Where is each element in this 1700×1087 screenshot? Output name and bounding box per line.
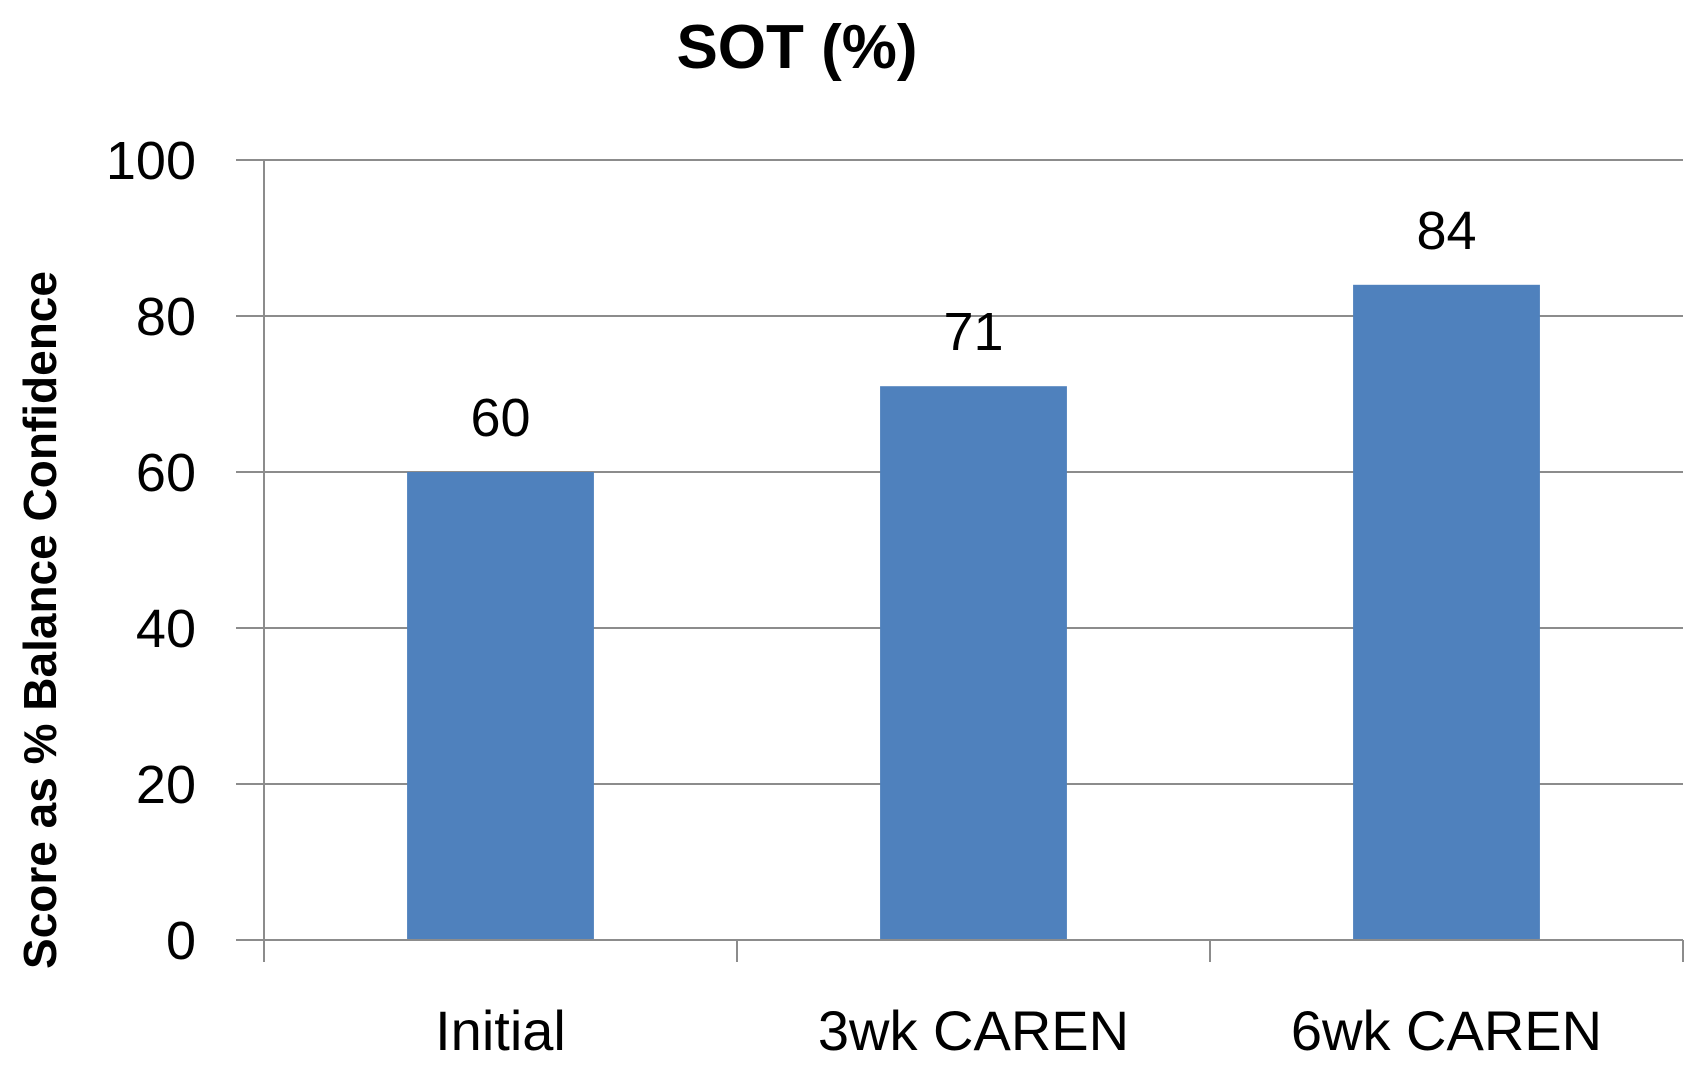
y-tick-label: 40: [136, 599, 196, 659]
x-tick-label: Initial: [435, 999, 566, 1062]
y-axis-label: Score as % Balance Confidence: [14, 271, 66, 969]
labels: 0 20 40 60 80 100 60 Initial 71 3wk CAREN 84 6wk CA…: [106, 131, 1602, 1062]
y-tick-label: 60: [136, 443, 196, 503]
data-label: 71: [943, 302, 1003, 362]
bar: [1353, 284, 1540, 940]
x-tick-label: 6wk CAREN: [1291, 999, 1602, 1062]
bars: [407, 284, 1540, 940]
y-tick-label: 100: [106, 131, 196, 191]
y-tick-label: 0: [166, 911, 196, 971]
y-tick-label: 80: [136, 287, 196, 347]
bar: [880, 386, 1067, 940]
data-label: 60: [470, 388, 530, 448]
chart-title: SOT (%): [676, 13, 917, 82]
data-label: 84: [1416, 201, 1476, 261]
bar: [407, 472, 594, 940]
x-tick-label: 3wk CAREN: [818, 999, 1129, 1062]
y-tick-label: 20: [136, 755, 196, 815]
axes: [263, 160, 1684, 962]
